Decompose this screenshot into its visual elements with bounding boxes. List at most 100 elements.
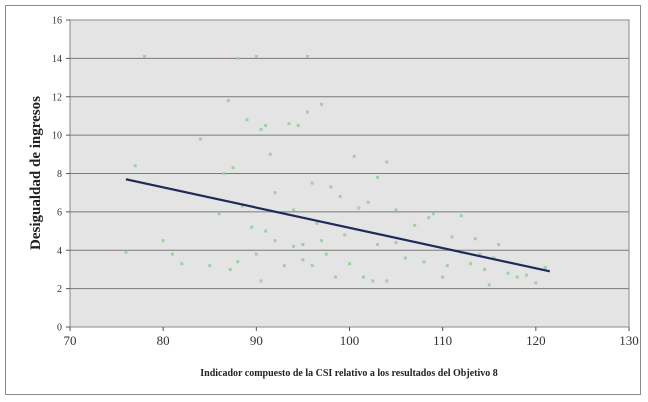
data-point xyxy=(422,260,426,264)
data-point xyxy=(143,54,147,58)
data-point xyxy=(403,256,407,260)
data-point xyxy=(231,166,235,170)
data-point xyxy=(222,172,226,175)
y-tick-label: 0 xyxy=(57,323,62,334)
data-point xyxy=(282,264,286,268)
data-point xyxy=(385,279,389,283)
data-point xyxy=(198,137,202,141)
y-tick-label: 10 xyxy=(52,131,62,142)
y-tick-label: 4 xyxy=(57,246,62,257)
data-point xyxy=(352,154,356,158)
data-point xyxy=(292,208,296,212)
data-point xyxy=(306,54,310,58)
data-point xyxy=(254,54,258,58)
x-tick-label: 70 xyxy=(64,333,77,348)
data-point xyxy=(292,244,296,248)
data-point xyxy=(254,252,258,256)
data-point xyxy=(287,122,291,126)
data-point xyxy=(431,212,435,216)
data-point xyxy=(273,239,277,243)
y-tick-label: 16 xyxy=(52,16,62,27)
data-point xyxy=(459,214,463,218)
data-point xyxy=(315,221,319,225)
y-axis-ticks: 0 2 4 6 8 10 12 14 16 xyxy=(52,16,70,334)
data-point xyxy=(306,110,310,114)
y-tick-label: 12 xyxy=(52,92,62,103)
data-point xyxy=(133,164,137,168)
x-tick-label: 90 xyxy=(250,333,263,348)
data-point xyxy=(506,271,510,275)
data-point xyxy=(343,233,347,237)
data-point xyxy=(515,275,519,279)
data-point xyxy=(124,250,128,254)
data-point xyxy=(445,264,449,268)
data-point xyxy=(240,204,244,208)
data-points xyxy=(124,54,547,287)
data-point xyxy=(180,262,184,266)
data-point xyxy=(394,241,398,245)
data-point xyxy=(236,56,240,60)
data-point xyxy=(310,181,314,185)
data-point xyxy=(534,281,538,285)
gridlines xyxy=(70,57,629,290)
data-point xyxy=(226,99,230,103)
data-point xyxy=(208,264,212,268)
data-point xyxy=(259,279,263,283)
data-point xyxy=(320,239,324,243)
data-point xyxy=(320,102,324,106)
data-point xyxy=(268,152,272,156)
data-point xyxy=(310,264,314,268)
data-point xyxy=(371,279,375,283)
y-axis-label: Desigualdad de ingresos xyxy=(28,96,44,250)
x-tick-label: 110 xyxy=(433,333,452,348)
data-point xyxy=(385,160,389,164)
data-point xyxy=(492,256,496,260)
data-point xyxy=(361,275,365,279)
x-axis-ticks: 70 80 90 100 110 120 130 xyxy=(64,327,639,348)
data-point xyxy=(366,200,370,204)
data-point xyxy=(450,235,454,239)
data-point xyxy=(543,266,547,270)
data-point xyxy=(375,242,379,246)
data-point xyxy=(497,242,501,246)
data-point xyxy=(348,262,351,266)
data-point xyxy=(245,118,249,122)
data-point xyxy=(394,208,398,212)
data-point xyxy=(427,216,431,220)
data-point xyxy=(228,267,232,271)
x-tick-label: 130 xyxy=(619,333,639,348)
data-point xyxy=(324,252,328,256)
y-tick-label: 8 xyxy=(57,169,62,180)
data-point xyxy=(338,195,342,199)
data-point xyxy=(301,242,305,246)
x-tick-label: 100 xyxy=(340,333,360,348)
y-tick-label: 2 xyxy=(57,284,62,295)
data-point xyxy=(473,237,477,241)
data-point xyxy=(161,239,165,243)
data-point xyxy=(264,229,268,233)
data-point xyxy=(236,260,240,264)
data-point xyxy=(273,191,277,195)
data-point xyxy=(217,212,221,216)
data-point xyxy=(301,258,305,262)
data-point xyxy=(250,225,254,229)
y-tick-label: 6 xyxy=(57,207,62,218)
data-point xyxy=(170,252,174,256)
data-point xyxy=(525,273,529,277)
data-point xyxy=(375,175,379,179)
x-tick-label: 120 xyxy=(526,333,546,348)
data-point xyxy=(483,267,487,271)
data-point xyxy=(329,185,333,189)
data-point xyxy=(264,124,268,128)
data-point xyxy=(259,127,263,131)
data-point xyxy=(357,206,361,210)
data-point xyxy=(487,283,491,287)
data-point xyxy=(469,262,473,266)
y-tick-label: 14 xyxy=(52,54,62,65)
data-point xyxy=(334,275,338,279)
data-point xyxy=(413,223,417,227)
data-point xyxy=(441,275,445,279)
x-axis-label: Indicador compuesto de la CSI relativo a… xyxy=(200,368,498,379)
x-tick-label: 80 xyxy=(157,333,170,348)
